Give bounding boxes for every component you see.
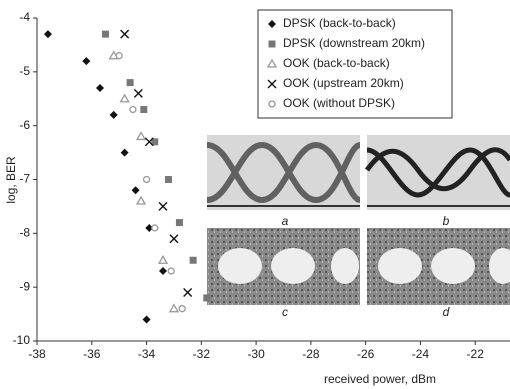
marker: [132, 186, 140, 194]
legend-label: OOK (upstream 20km): [283, 76, 404, 90]
page: {"chart_data": {"type": "scatter", "xlab…: [0, 0, 510, 389]
x-tick-label: -22: [467, 347, 485, 361]
inset-label: b: [443, 214, 450, 228]
eye-c: [207, 228, 360, 305]
marker: [190, 257, 197, 264]
marker: [82, 57, 90, 65]
marker: [44, 30, 52, 38]
y-tick-label: -8: [19, 226, 30, 240]
marker: [127, 79, 134, 86]
y-tick-label: -4: [19, 10, 30, 24]
marker: [152, 225, 158, 231]
marker: [184, 289, 192, 297]
legend-label: OOK (back-to-back): [283, 56, 390, 70]
inset-label: d: [443, 305, 450, 319]
x-tick-label: -28: [302, 347, 320, 361]
marker: [130, 107, 136, 113]
inset-label: c: [282, 305, 288, 319]
x-tick-label: -36: [83, 347, 101, 361]
marker: [121, 149, 129, 157]
eye-a: [207, 135, 360, 210]
marker: [96, 84, 104, 92]
marker: [159, 267, 167, 275]
eye-b: [367, 135, 510, 210]
marker: [110, 111, 118, 119]
marker: [116, 53, 122, 59]
marker: [159, 256, 167, 263]
x-tick-label: -32: [193, 347, 211, 361]
y-tick-label: -5: [19, 64, 30, 78]
marker: [102, 31, 109, 38]
eye-d: [367, 228, 510, 305]
x-tick-label: -34: [138, 347, 156, 361]
y-tick-label: -6: [19, 118, 30, 132]
x-tick-label: -24: [412, 347, 430, 361]
legend-marker: [269, 41, 276, 48]
marker: [121, 95, 129, 102]
x-axis-label: received power, dBm: [324, 372, 436, 386]
marker: [170, 235, 178, 243]
x-tick-label: -26: [357, 347, 375, 361]
chart: a b c d received power, dBm log, BER -10…: [0, 0, 510, 389]
inset-label: a: [282, 214, 289, 228]
marker: [165, 176, 172, 183]
marker: [140, 106, 147, 113]
marker: [176, 219, 183, 226]
marker: [143, 315, 151, 323]
legend-marker: [269, 101, 275, 107]
marker: [159, 202, 167, 210]
marker: [134, 89, 142, 97]
marker: [137, 197, 145, 204]
legend-label: DPSK (back-to-back): [283, 16, 396, 30]
y-axis-label: log, BER: [4, 156, 18, 204]
y-tick-label: -9: [19, 279, 30, 293]
x-tick-label: -38: [28, 347, 46, 361]
marker: [170, 305, 178, 312]
y-tick-label: -7: [19, 172, 30, 186]
marker: [144, 177, 150, 183]
y-tick-label: -10: [13, 333, 31, 347]
legend-label: DPSK (downstream 20km): [283, 36, 425, 50]
marker: [121, 30, 129, 38]
marker: [137, 132, 145, 139]
marker: [179, 306, 185, 312]
legend-label: OOK (without DPSK): [283, 96, 395, 110]
marker: [168, 268, 174, 274]
legend: DPSK (back-to-back) DPSK (downstream 20km…: [258, 10, 452, 118]
marker: [203, 294, 210, 301]
x-tick-label: -30: [247, 347, 265, 361]
